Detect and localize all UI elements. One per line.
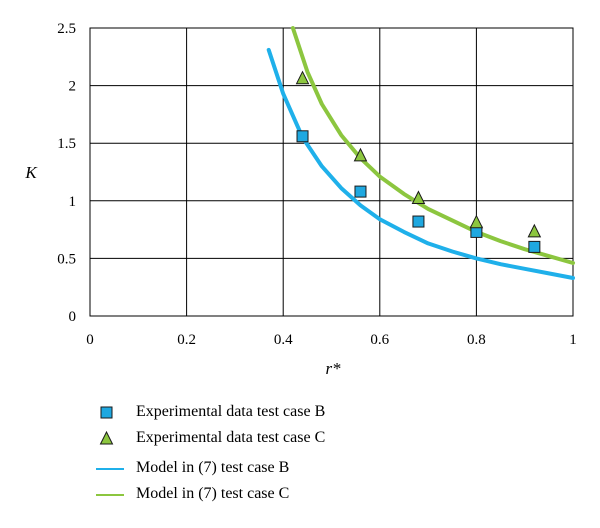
triangle-marker-icon: [99, 430, 114, 445]
legend-label: Experimental data test case B: [136, 403, 326, 420]
line-swatch-icon: [96, 468, 124, 470]
y-tick-label: 0.5: [57, 251, 76, 267]
series-line-2: [266, 47, 575, 280]
data-point-square: [412, 215, 425, 228]
x-tick-label: 0.8: [467, 332, 486, 348]
legend-label: Experimental data test case C: [136, 429, 326, 446]
legend-label: Model in (7) test case C: [136, 485, 290, 502]
x-tick-label: 0.6: [370, 332, 389, 348]
data-point-square: [354, 185, 367, 198]
x-tick-label: 0.4: [274, 332, 293, 348]
y-axis-label: K: [24, 163, 38, 182]
legend-item-series-c-points: Experimental data test case C: [96, 428, 416, 450]
data-point-triangle: [469, 214, 484, 229]
x-axis-label: r*: [325, 359, 341, 378]
square-marker-icon: [100, 406, 113, 419]
legend-item-series-c-line: Model in (7) test case C: [96, 484, 416, 506]
plot-frame: [89, 27, 574, 317]
legend-item-series-b-line: Model in (7) test case B: [96, 458, 416, 480]
data-point-square: [296, 130, 309, 143]
legend-label: Model in (7) test case B: [136, 459, 290, 476]
y-tick-label: 2: [69, 79, 77, 95]
data-point-triangle: [527, 223, 542, 238]
y-tick-label: 0: [69, 309, 77, 325]
data-point-triangle: [411, 190, 426, 204]
line-swatch-icon: [96, 494, 124, 496]
y-tick-label: 2.5: [57, 21, 76, 37]
legend-item-series-b-points: Experimental data test case B: [96, 402, 416, 424]
data-point-triangle: [295, 70, 310, 85]
data-point-triangle: [353, 147, 368, 162]
data-point-square: [528, 240, 541, 253]
series-line-3: [290, 26, 575, 265]
y-tick-label: 1.5: [57, 136, 76, 152]
x-tick-label: 0.2: [177, 332, 196, 348]
x-tick-label: 0: [86, 332, 94, 348]
y-tick-label: 1: [69, 194, 77, 210]
x-tick-label: 1: [569, 332, 577, 348]
